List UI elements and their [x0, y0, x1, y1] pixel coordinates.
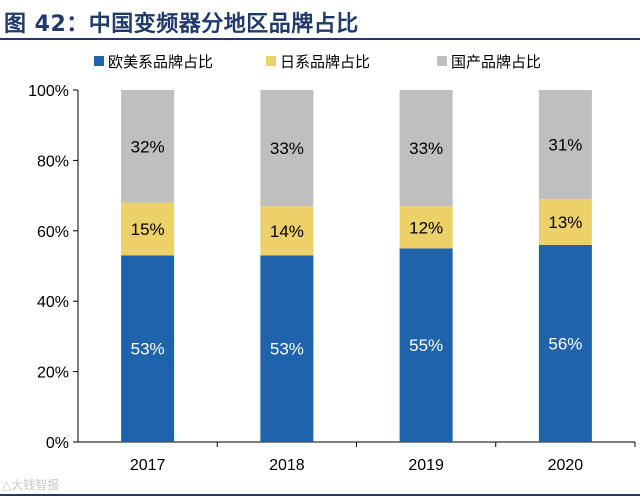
y-tick-label: 80%	[37, 153, 69, 170]
title-divider	[0, 38, 640, 40]
bar-2018-series-0	[260, 255, 314, 442]
data-label-2017-series-2: 32%	[131, 137, 165, 156]
data-label-2020-series-2: 31%	[548, 136, 582, 155]
x-category-label: 2019	[408, 457, 444, 474]
watermark: △大钱智报	[2, 478, 60, 492]
bar-2020-series-0	[538, 244, 592, 442]
data-label-2020-series-0: 56%	[548, 334, 582, 353]
legend-swatch-2	[437, 56, 447, 66]
legend-label-2: 国产品牌占比	[451, 53, 541, 71]
data-label-2019-series-1: 12%	[409, 218, 443, 237]
y-tick-label: 20%	[37, 365, 69, 382]
bar-2017-series-0	[121, 255, 175, 442]
data-label-2018-series-0: 53%	[270, 340, 304, 359]
x-category-label: 2020	[548, 457, 584, 474]
x-category-label: 2018	[269, 457, 305, 474]
y-tick-label: 0%	[46, 435, 69, 452]
data-label-2017-series-0: 53%	[131, 340, 165, 359]
y-tick-label: 60%	[37, 224, 69, 241]
x-category-label: 2017	[130, 457, 166, 474]
data-label-2019-series-0: 55%	[409, 336, 443, 355]
bottom-divider	[0, 494, 640, 496]
bar-2017-series-2	[121, 90, 175, 203]
bar-2019-series-1	[399, 206, 453, 249]
legend-swatch-1	[266, 56, 276, 66]
legend-label-0: 欧美系品牌占比	[108, 53, 213, 71]
bar-2020-series-1	[538, 199, 592, 245]
bar-2019-series-0	[399, 248, 453, 442]
data-label-2018-series-2: 33%	[270, 139, 304, 158]
legend-label-1: 日系品牌占比	[280, 53, 370, 71]
data-label-2018-series-1: 14%	[270, 222, 304, 241]
title-bar: 图 42：中国变频器分地区品牌占比	[0, 0, 640, 42]
bar-2019-series-2	[399, 90, 453, 207]
legend-swatch-0	[94, 56, 104, 66]
data-label-2019-series-2: 33%	[409, 139, 443, 158]
data-label-2017-series-1: 15%	[131, 220, 165, 239]
data-label-2020-series-1: 13%	[548, 213, 582, 232]
y-tick-label: 100%	[28, 83, 69, 100]
bar-2018-series-1	[260, 206, 314, 256]
bar-2017-series-1	[121, 202, 175, 256]
bar-2020-series-2	[538, 90, 592, 200]
chart-title: 图 42：中国变频器分地区品牌占比	[4, 12, 359, 37]
y-tick-label: 40%	[37, 294, 69, 311]
bar-2018-series-2	[260, 90, 314, 207]
